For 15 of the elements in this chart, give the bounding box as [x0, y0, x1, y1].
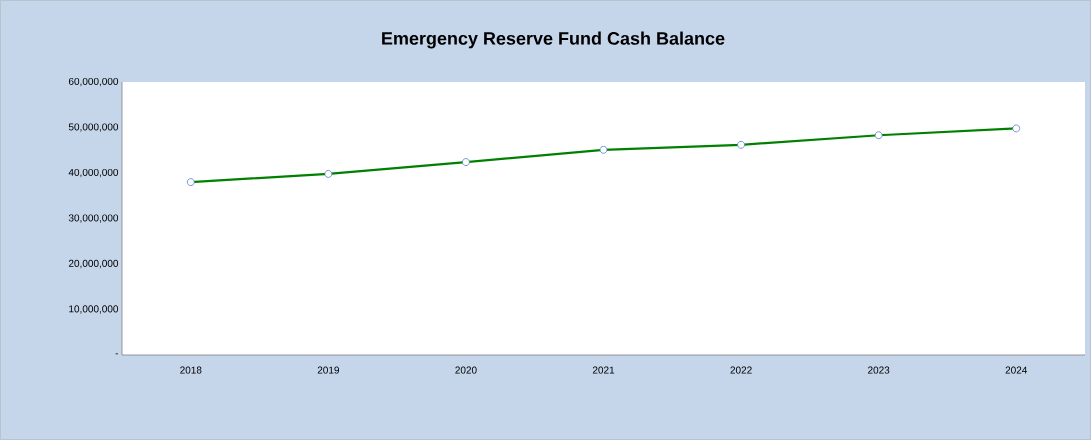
y-tick-label: 10,000,000: [69, 305, 119, 314]
chart-title: Emergency Reserve Fund Cash Balance: [382, 31, 725, 49]
y-tick-label: 30,000,000: [68, 214, 119, 223]
x-tick-label: 2023: [868, 366, 890, 374]
x-tick-label: 2018: [180, 366, 202, 374]
y-tick-label: 20,000,000: [68, 259, 119, 269]
y-tick-label: 40,000,000: [68, 168, 119, 178]
x-tick-label: 2022: [730, 366, 752, 374]
x-tick-label: 2019: [317, 366, 340, 374]
x-tick-label: 2021: [592, 366, 615, 374]
y-tick-label: 50,000,000: [68, 123, 119, 132]
x-tick-label: 2020: [455, 366, 477, 374]
x-tick-label: 2024: [1005, 366, 1028, 374]
y-tick-label: 60,000,000: [68, 77, 119, 87]
y-tick-label: -: [115, 353, 119, 355]
